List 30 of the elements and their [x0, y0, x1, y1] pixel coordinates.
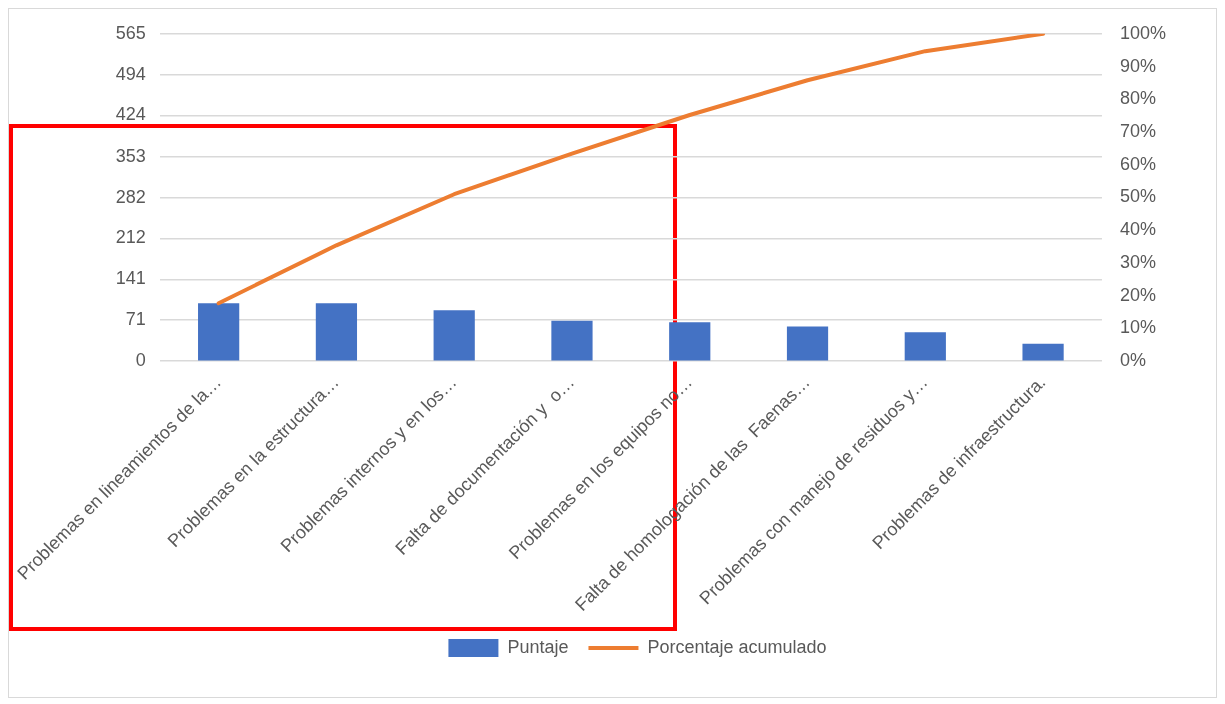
bar — [786, 326, 829, 361]
y2-tick-label: 60% — [1119, 153, 1156, 174]
bar — [904, 332, 946, 361]
y2-tick-label: 10% — [1119, 317, 1156, 338]
y-tick-label: 424 — [115, 104, 146, 125]
bar — [1022, 343, 1064, 361]
y2-tick-label: 0% — [1119, 350, 1146, 371]
y-tick-label: 353 — [115, 145, 146, 166]
y-tick-label: 212 — [115, 227, 146, 248]
y2-tick-label: 20% — [1119, 284, 1156, 305]
y2-tick-label: 30% — [1119, 251, 1156, 272]
y-tick-label: 141 — [115, 268, 146, 289]
y-tick-label: 0 — [135, 350, 146, 371]
y2-tick-label: 70% — [1119, 120, 1156, 141]
bar — [433, 310, 475, 361]
y2-tick-label: 100% — [1119, 22, 1167, 43]
y-tick-label: 71 — [125, 309, 146, 330]
bar — [669, 322, 711, 361]
bar — [551, 320, 593, 361]
bar — [315, 303, 358, 361]
y2-tick-label: 50% — [1119, 186, 1156, 207]
y2-tick-label: 40% — [1119, 219, 1156, 240]
legend-label: Puntaje — [507, 636, 569, 657]
y2-tick-label: 80% — [1119, 88, 1156, 109]
bar — [198, 303, 240, 361]
y2-tick-label: 90% — [1119, 55, 1156, 76]
y-tick-label: 282 — [115, 186, 146, 207]
legend-label: Porcentaje acumulado — [647, 636, 827, 657]
y-tick-label: 494 — [115, 63, 146, 84]
y-tick-label: 565 — [115, 22, 146, 43]
